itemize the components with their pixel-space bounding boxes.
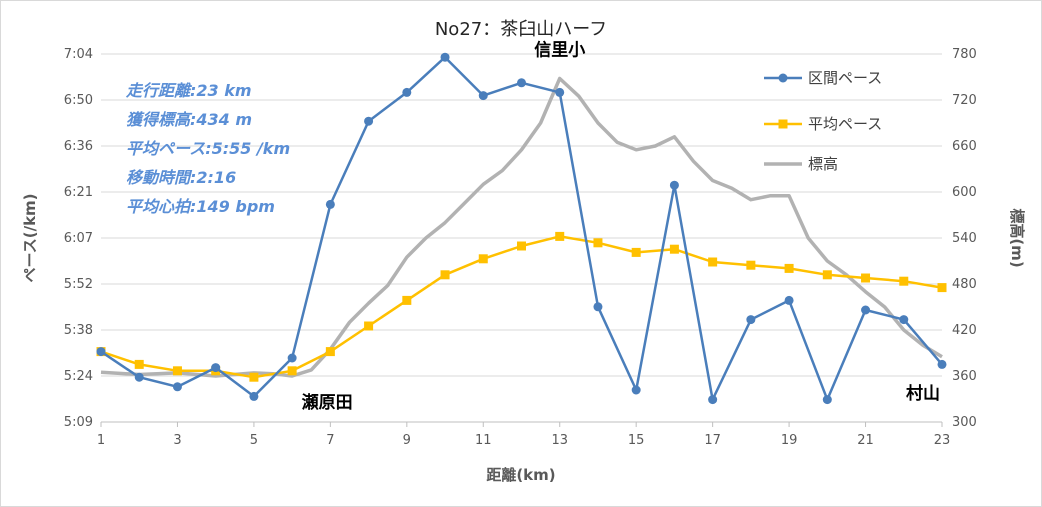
stat-line: 平均心拍:149 bpm — [126, 197, 275, 216]
y-right-tick-label: 540 — [952, 231, 977, 246]
avg-pace-point — [287, 366, 297, 376]
avg-pace-point — [822, 270, 832, 280]
x-tick-label: 17 — [704, 433, 721, 448]
y-left-tick-label: 5:38 — [64, 323, 93, 338]
place-label: 瀬原田 — [302, 393, 353, 413]
lap-pace-point — [517, 78, 526, 88]
y-left-tick-label: 6:21 — [64, 185, 93, 200]
avg-pace-point — [593, 238, 603, 248]
y-left-tick-label: 6:50 — [64, 93, 93, 108]
y-left-tick-label: 6:36 — [64, 139, 93, 154]
x-tick-label: 13 — [551, 433, 568, 448]
x-tick-label: 21 — [857, 433, 874, 448]
y-right-tick-label: 420 — [952, 323, 977, 338]
y-right-tick-label: 660 — [952, 139, 977, 154]
lap-pace-point — [364, 116, 374, 126]
lap-pace-point — [402, 87, 412, 97]
avg-pace-point — [402, 295, 412, 305]
lap-pace-point — [249, 391, 259, 401]
legend-marker-square — [778, 119, 788, 129]
avg-pace-point — [249, 372, 259, 382]
stat-line: 移動時間:2:16 — [126, 168, 236, 187]
x-tick-label: 7 — [326, 433, 334, 448]
avg-pace-point — [555, 231, 565, 241]
legend-label: 平均ペース — [808, 115, 882, 133]
avg-pace-point — [325, 347, 335, 357]
avg-pace-point — [937, 283, 947, 293]
lap-pace-point — [937, 359, 947, 369]
x-tick-label: 11 — [475, 433, 492, 448]
stat-line: 獲得標高:434 m — [126, 110, 252, 129]
legend-label: 標高 — [808, 155, 838, 173]
x-tick-label: 19 — [781, 433, 798, 448]
place-label: 村山 — [906, 383, 940, 404]
axes: 5:09 5:24 5:38 5:52 6:07 6:21 6:36 6:50 7:04 300 3… — [64, 47, 977, 448]
stat-line: 走行距離:23 km — [125, 81, 252, 100]
lap-pace-point — [134, 372, 144, 382]
avg-pace-point — [134, 359, 144, 369]
lap-pace-point — [478, 91, 488, 101]
x-tick-label: 23 — [934, 433, 951, 448]
annotations: 走行距離:23 km 獲得標高:434 m 平均ペース:5:55 /km 移動時間:2… — [125, 40, 940, 414]
chart-title: No27：茶臼山ハーフ — [435, 19, 607, 40]
x-axis-title: 距離(km) — [486, 466, 555, 484]
avg-pace-point — [746, 260, 756, 270]
avg-pace-point — [631, 247, 641, 257]
series-line-3 — [100, 76, 943, 378]
y-right-tick-label: 360 — [952, 369, 977, 384]
y-right-tick-label: 600 — [952, 185, 977, 200]
y-left-tick-label: 5:09 — [64, 415, 93, 430]
avg-pace-point — [172, 366, 182, 376]
y-right-tick-label: 480 — [952, 277, 977, 292]
x-tick-label: 1 — [97, 433, 105, 448]
lap-pace-point — [211, 363, 221, 373]
stat-line: 平均ペース:5:55 /km — [126, 139, 290, 158]
lap-pace-point — [899, 315, 909, 325]
lap-pace-point — [287, 353, 297, 363]
avg-pace-point — [478, 254, 488, 264]
legend-label: 区間ペース — [808, 69, 882, 87]
y-right-tick-label: 300 — [952, 415, 977, 430]
avg-pace-point — [861, 273, 871, 283]
y-left-axis-title: ペース(/km) — [21, 193, 39, 282]
x-tick-label: 5 — [250, 433, 258, 448]
lap-pace-point — [96, 347, 106, 357]
lap-pace-point — [861, 305, 871, 315]
y-right-tick-label: 780 — [952, 47, 977, 62]
lap-pace-point — [593, 302, 603, 312]
y-left-tick-label: 7:04 — [64, 47, 93, 62]
avg-pace-point — [708, 257, 718, 267]
y-left-tick-label: 6:07 — [64, 231, 93, 246]
lap-pace-point — [172, 382, 182, 392]
x-tick-label: 15 — [628, 433, 645, 448]
avg-pace-point — [440, 270, 450, 280]
lap-pace-point — [631, 385, 641, 395]
avg-pace-point — [784, 263, 794, 273]
series-lines — [96, 52, 947, 405]
lap-pace-point — [822, 395, 832, 405]
avg-pace-point — [669, 244, 679, 254]
avg-pace-point — [899, 276, 909, 286]
y-left-tick-label: 5:52 — [64, 277, 93, 292]
avg-pace-point — [517, 241, 526, 251]
x-tick-label: 9 — [403, 433, 411, 448]
x-tick-label: 3 — [173, 433, 181, 448]
lap-pace-point — [325, 199, 335, 209]
avg-pace-point — [364, 321, 374, 331]
lap-pace-point — [746, 315, 756, 325]
lap-pace-point — [708, 395, 718, 405]
legend-marker-circle — [778, 73, 788, 83]
lap-pace-point — [784, 295, 794, 305]
lap-pace-point — [669, 180, 679, 190]
lap-pace-point — [555, 87, 565, 97]
lap-pace-point — [440, 52, 450, 62]
place-label: 信里小 — [534, 40, 585, 61]
y-right-axis-title: 標高(m) — [1008, 208, 1026, 267]
y-left-tick-label: 5:24 — [64, 369, 93, 384]
y-right-tick-label: 720 — [952, 93, 977, 108]
